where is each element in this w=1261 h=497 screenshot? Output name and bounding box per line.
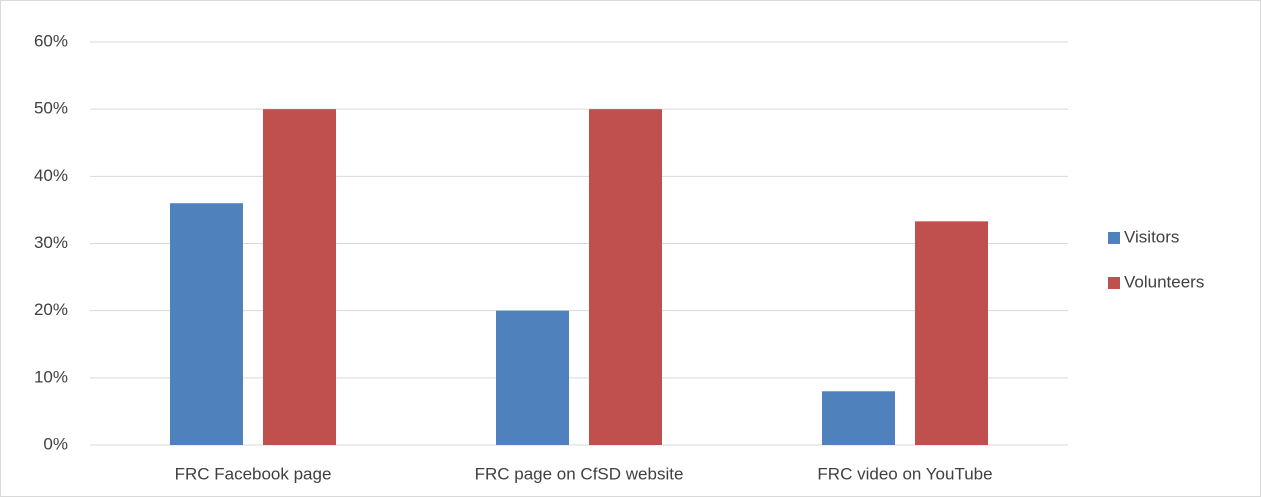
y-tick-label: 0% [43,434,68,453]
y-tick-label: 50% [34,99,68,118]
bar [496,310,569,445]
x-tick-label: FRC Facebook page [175,464,332,483]
legend-label: Volunteers [1124,272,1204,291]
bar [589,109,662,446]
y-tick-label: 10% [34,367,68,386]
legend-swatch [1108,232,1120,244]
x-tick-label: FRC page on CfSD website [475,464,684,483]
bar [822,391,895,445]
y-tick-label: 30% [34,233,68,252]
bar [170,203,243,445]
y-tick-label: 60% [34,31,68,50]
y-tick-label: 20% [34,300,68,319]
bar [263,109,336,446]
x-tick-label: FRC video on YouTube [817,464,992,483]
legend-swatch [1108,277,1120,289]
legend-label: Visitors [1124,227,1179,246]
bar [915,221,988,445]
y-tick-label: 40% [34,166,68,185]
